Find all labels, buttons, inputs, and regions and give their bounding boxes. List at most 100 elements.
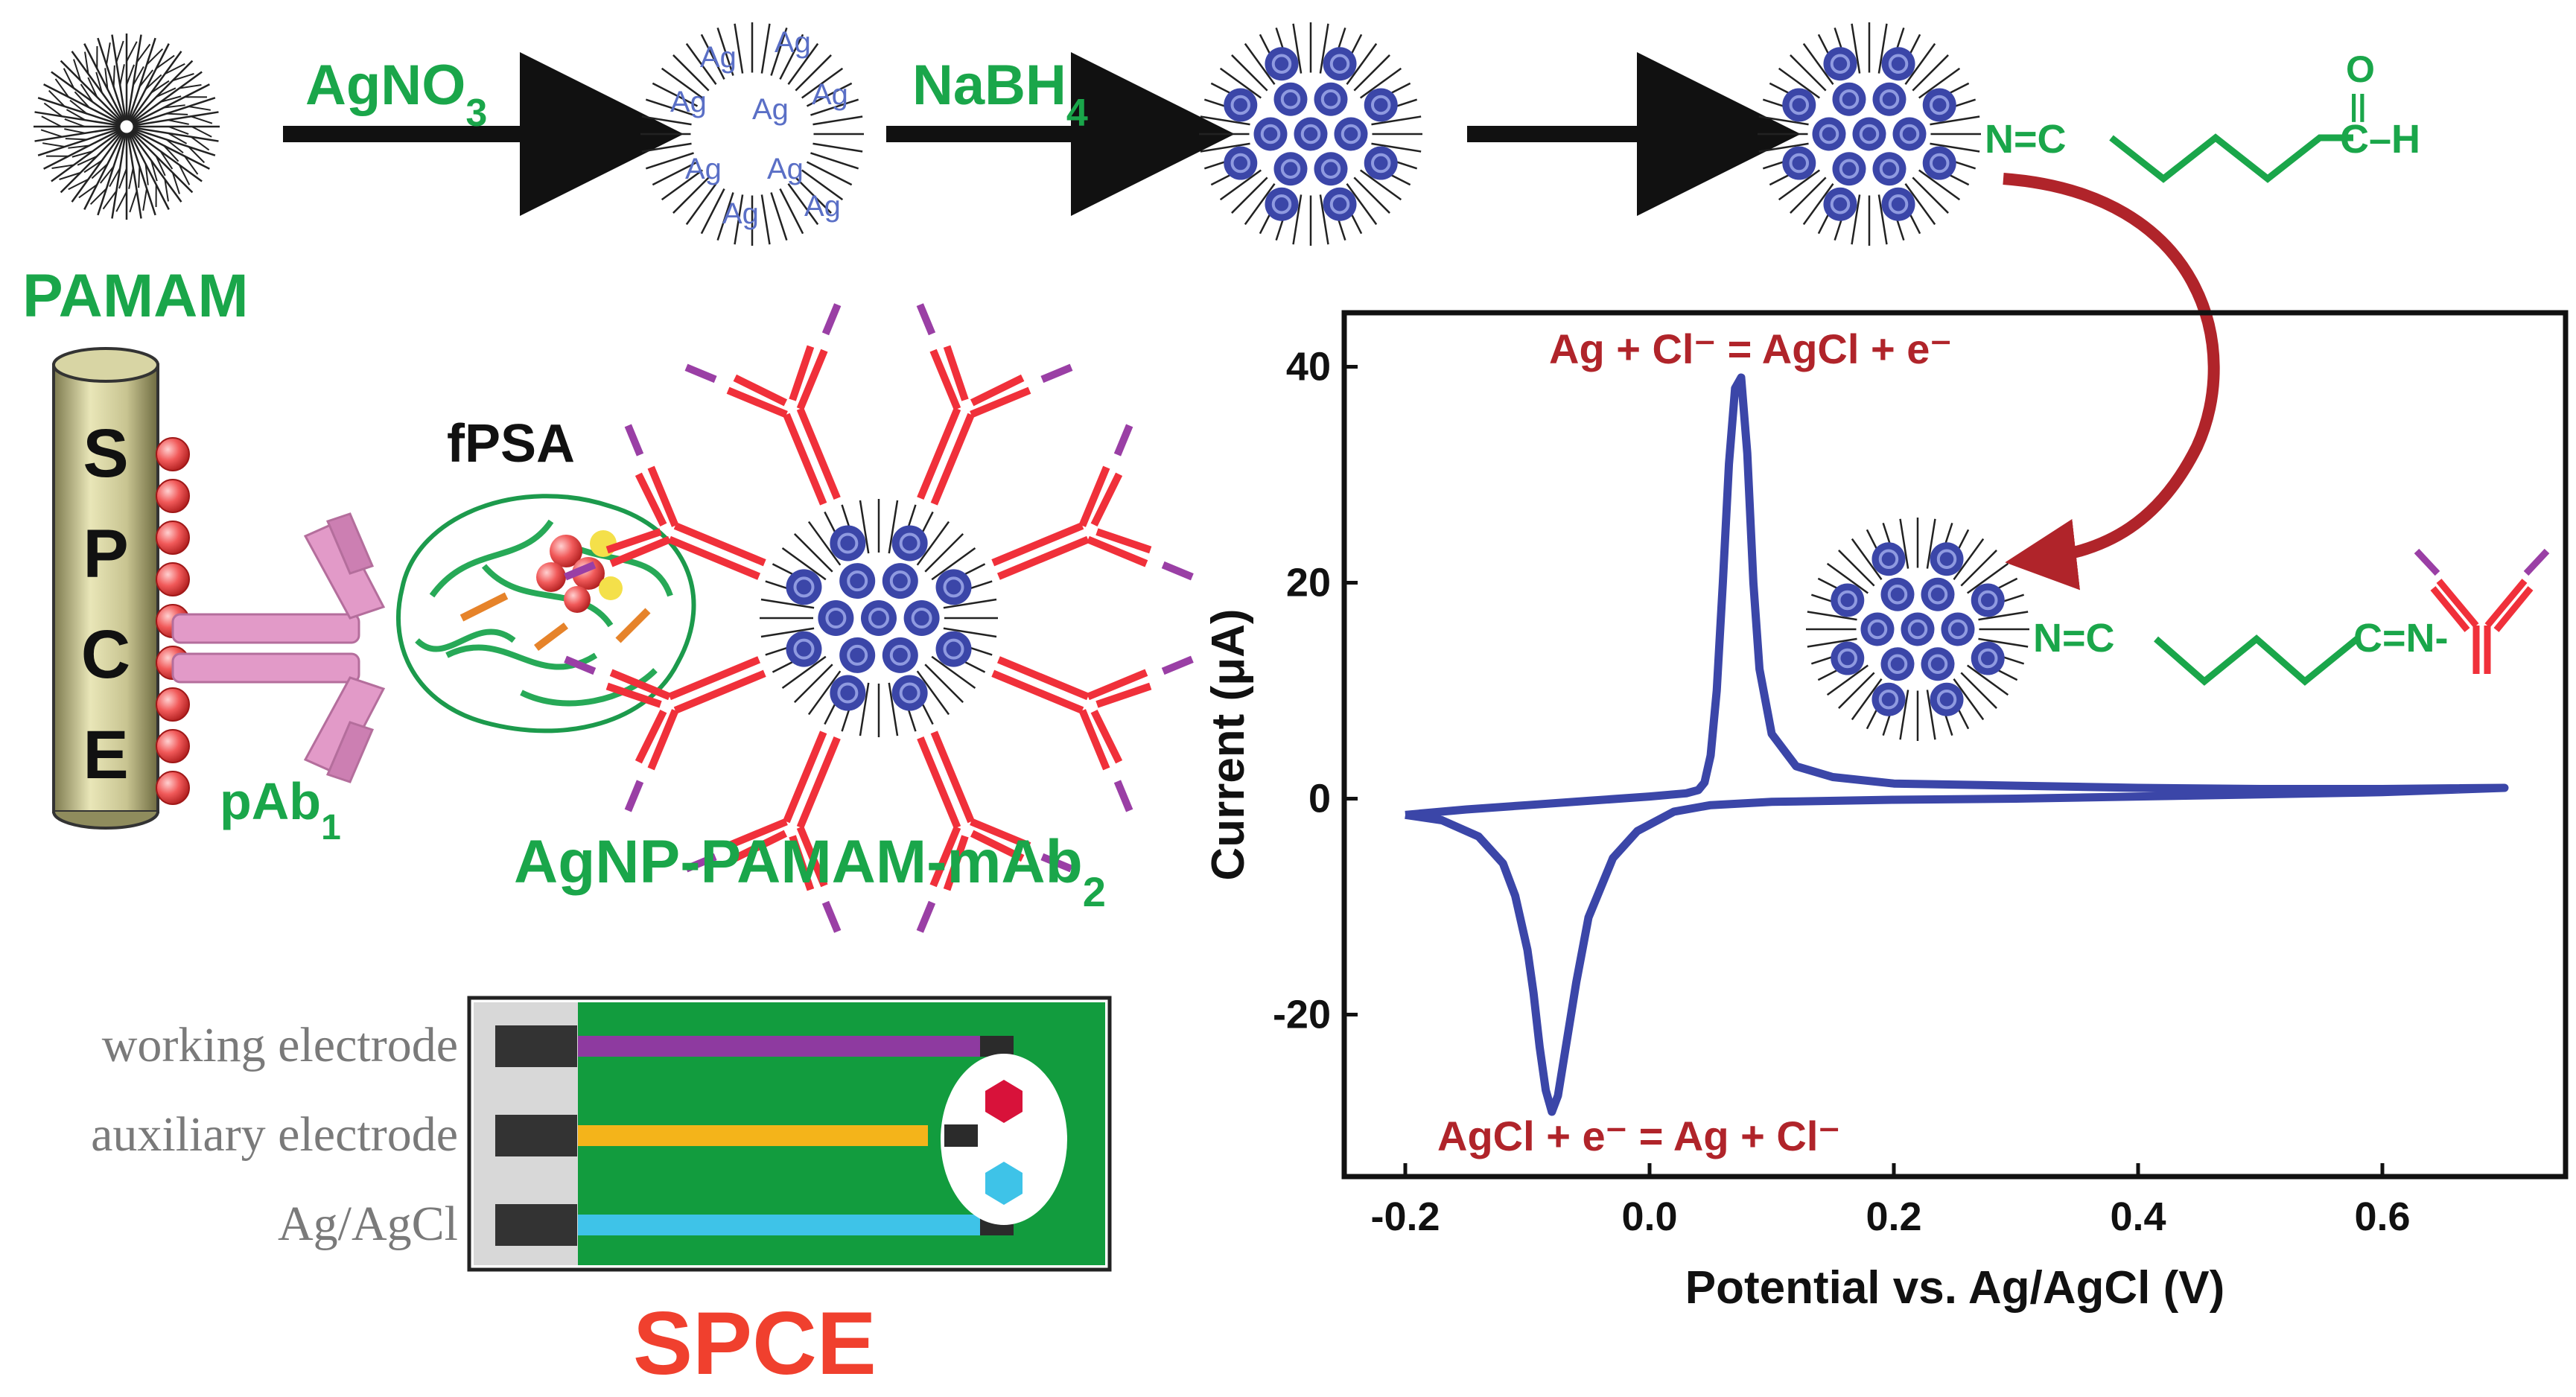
x-tick-label: 0.2 [1866, 1194, 1921, 1239]
silver-nanoparticle [1823, 47, 1857, 80]
aldehyde-ch-label: C–H [2340, 117, 2420, 162]
silver-nanoparticle [1930, 542, 1964, 576]
dendrimer-branch [1790, 55, 1826, 91]
dendrimer-subbranch [129, 168, 133, 189]
spce-chip [469, 998, 1110, 1270]
plot-frame [1344, 313, 2566, 1177]
silver-nanoparticle [830, 675, 865, 711]
silver-nanoparticle [1224, 88, 1257, 121]
dendrimer-branch [762, 194, 770, 244]
conjugate-label: AgNP-PAMAM-mAb2 [514, 828, 1106, 915]
dendrimer-subbranch [120, 64, 124, 85]
electrode-letter: E [83, 717, 128, 793]
dendrimer-subbranch [42, 143, 65, 147]
electrode-top [54, 349, 158, 381]
silver-nanoparticle [1971, 583, 2005, 617]
dendrimer-branch [925, 534, 963, 572]
agno3-text: AgNO [305, 54, 465, 117]
dendrimer-subbranch [143, 188, 147, 211]
aux-electrode-end [944, 1124, 978, 1147]
ag-ion-label: Ag [700, 41, 737, 74]
spce-chip-title: SPCE [633, 1293, 877, 1393]
ag-ion-label: Ag [767, 153, 804, 185]
dendrimer-core [119, 119, 134, 134]
silver-nanoparticle [1833, 83, 1866, 116]
contact-pad [495, 1115, 577, 1156]
dendrimer-branch [925, 664, 963, 702]
x-tick-label: -0.2 [1370, 1194, 1440, 1239]
silver-nanoparticle [1882, 188, 1915, 221]
ag-ion-label: Ag [812, 78, 848, 111]
silver-nanoparticle [1265, 47, 1298, 80]
electrode-bottom [54, 812, 158, 828]
silver-nanoparticle [1813, 118, 1846, 151]
mab2-antibody [686, 305, 906, 532]
mab2-antibody [686, 704, 906, 932]
capture-antibody-icon [173, 514, 384, 782]
silver-nanoparticle [1224, 147, 1257, 180]
silver-nanoparticle [1335, 118, 1368, 151]
silver-nanoparticle [1921, 647, 1955, 681]
protein-helices [462, 596, 648, 648]
silver-nanoparticle [1823, 188, 1857, 221]
linker-imine-label: N=C [1985, 117, 2067, 162]
pab1-subscript: 1 [321, 808, 341, 847]
silver-nanoparticle [1893, 118, 1927, 151]
agnp-dendrimer-icon [1199, 22, 1422, 246]
dendrimer-subbranch [127, 42, 137, 62]
agno3-subscript: 3 [465, 92, 487, 135]
dendrimer-subbranch [116, 41, 123, 62]
electrode-label: Ag/AgCl [278, 1197, 458, 1251]
dendrimer-branch [812, 117, 862, 125]
conjugate-text: AgNP-PAMAM-mAb [514, 828, 1083, 896]
dendrimer-subbranch [188, 106, 211, 110]
surface-bead [156, 563, 189, 596]
silver-nanoparticle [1323, 188, 1357, 221]
dendrimer-subbranch [106, 42, 110, 65]
silver-nanoparticle [1921, 578, 1955, 611]
silver-nanoparticle [1294, 118, 1328, 151]
conjugate-imine-left: N=C [2033, 616, 2115, 661]
silver-nanoparticle [1971, 642, 2005, 675]
silver-nanoparticle [1923, 147, 1956, 180]
silver-nanoparticle [786, 631, 821, 667]
silver-nanoparticle [786, 569, 821, 605]
silver-nanoparticle [1314, 83, 1348, 116]
silver-nanoparticle [1831, 642, 1864, 675]
pab1-text: pAb [220, 772, 321, 830]
agno3-label: AgNO3 [305, 54, 487, 135]
ag-ion-label: Ag [775, 26, 811, 59]
silver-nanoparticle [1871, 683, 1905, 716]
x-tick-label: 0.6 [2354, 1194, 2410, 1239]
dendrimer-branch [810, 153, 858, 168]
x-tick-label: 0.4 [2110, 1194, 2166, 1239]
fpsa-protein-icon [398, 496, 694, 731]
conjugate-linker: N=C C=N- [2033, 616, 2449, 681]
mab2-antibody [851, 305, 1071, 532]
dendrimer-branch [1839, 550, 1874, 586]
silver-nanoparticle [1833, 152, 1866, 185]
conjugate-chain [2156, 639, 2357, 681]
pab-stem-top [173, 614, 359, 643]
electrode-track [578, 1125, 928, 1146]
protein-ribbons [417, 521, 670, 703]
dendrimer-branch [702, 189, 725, 234]
dendrimer-branch [1354, 177, 1390, 213]
silver-nanoparticle [936, 569, 972, 605]
dendrimer-branch [1790, 177, 1826, 213]
dendrimer-subbranch [166, 114, 188, 115]
silver-nanoparticle [1873, 83, 1906, 116]
silver-nanoparticle [1881, 647, 1915, 681]
nabh4-text: NaBH [912, 54, 1066, 117]
dendrimer-branch [1912, 55, 1948, 91]
dendrimer-subbranch [191, 116, 212, 123]
silver-nanoparticle [936, 631, 972, 667]
y-tick-label: 40 [1286, 345, 1331, 389]
surface-bead [156, 521, 189, 554]
contact-pad [495, 1025, 577, 1067]
nabh4-subscript: 4 [1066, 92, 1088, 135]
silver-nanoparticle [882, 637, 918, 673]
mab2-antibody [851, 704, 1071, 932]
